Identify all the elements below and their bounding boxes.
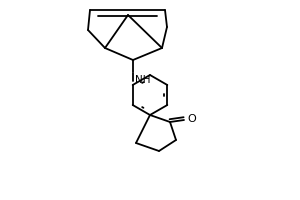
Text: NH: NH (135, 75, 151, 85)
Text: O: O (187, 114, 196, 124)
